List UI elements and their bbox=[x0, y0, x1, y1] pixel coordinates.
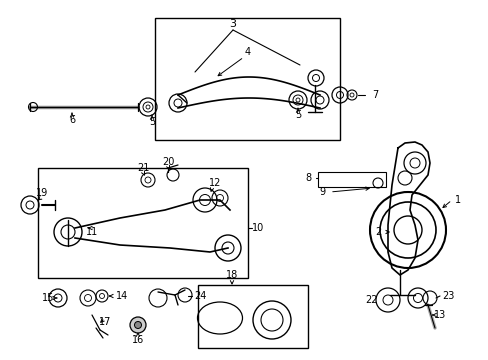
Text: 23: 23 bbox=[441, 291, 453, 301]
Text: 13: 13 bbox=[433, 310, 445, 320]
Text: 14: 14 bbox=[116, 291, 128, 301]
Text: 19: 19 bbox=[36, 188, 48, 198]
Text: 5: 5 bbox=[294, 110, 301, 120]
Text: 12: 12 bbox=[208, 178, 221, 188]
Text: 16: 16 bbox=[132, 335, 144, 345]
Text: 1: 1 bbox=[454, 195, 460, 205]
Text: 22: 22 bbox=[365, 295, 378, 305]
Text: 11: 11 bbox=[86, 227, 98, 237]
Text: 17: 17 bbox=[99, 317, 111, 327]
Bar bbox=[38, 168, 247, 278]
Text: 9: 9 bbox=[318, 187, 325, 197]
Text: 15: 15 bbox=[42, 293, 54, 303]
Text: 8: 8 bbox=[305, 173, 310, 183]
Text: 20: 20 bbox=[162, 157, 174, 167]
Text: 4: 4 bbox=[244, 47, 250, 57]
Bar bbox=[198, 285, 307, 348]
Text: 6: 6 bbox=[69, 115, 75, 125]
Text: 10: 10 bbox=[251, 223, 264, 233]
Text: 5: 5 bbox=[148, 117, 155, 127]
Bar bbox=[155, 18, 339, 140]
Text: 2: 2 bbox=[374, 227, 380, 237]
Text: 24: 24 bbox=[193, 291, 206, 301]
Text: 7: 7 bbox=[371, 90, 377, 100]
Text: 3: 3 bbox=[229, 19, 236, 29]
Text: 21: 21 bbox=[137, 163, 149, 173]
Text: 18: 18 bbox=[225, 270, 238, 280]
Circle shape bbox=[134, 321, 141, 328]
Circle shape bbox=[130, 317, 146, 333]
Bar bbox=[317, 172, 385, 187]
